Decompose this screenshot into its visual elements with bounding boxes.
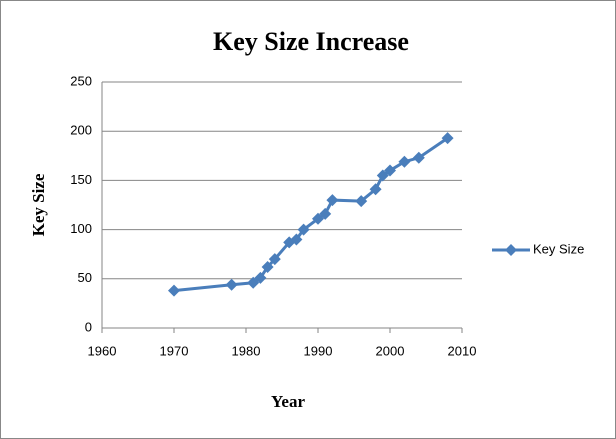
data-point <box>168 284 180 297</box>
x-tick-label: 2010 <box>448 343 477 358</box>
data-point <box>225 278 238 291</box>
x-tick-label: 1990 <box>304 343 333 358</box>
y-tick-label: 200 <box>70 123 92 138</box>
x-tick-label: 1980 <box>232 343 261 358</box>
legend-label: Key Size <box>533 241 584 256</box>
data-point <box>384 164 396 177</box>
data-point <box>290 233 303 246</box>
data-point <box>369 183 382 196</box>
data-point <box>247 276 260 289</box>
x-tick-label: 1970 <box>160 343 189 358</box>
y-tick-label: 150 <box>70 172 92 187</box>
y-tick-label: 0 <box>85 319 92 334</box>
data-point <box>355 195 368 208</box>
y-axis-label: Key Size <box>29 173 48 236</box>
x-axis-label: Year <box>271 392 305 411</box>
data-point <box>297 223 310 236</box>
data-point <box>376 169 389 182</box>
data-point <box>268 253 281 266</box>
data-point <box>261 260 274 273</box>
y-tick-label: 50 <box>78 270 92 285</box>
data-point <box>254 271 267 284</box>
y-tick-label: 100 <box>70 221 92 236</box>
data-point <box>412 151 425 164</box>
x-tick-label: 2000 <box>376 343 405 358</box>
y-tick-label: 250 <box>70 73 92 88</box>
data-point <box>312 212 324 225</box>
data-point <box>326 194 339 207</box>
chart-title: Key Size Increase <box>213 27 409 56</box>
x-tick-label: 1960 <box>88 343 117 358</box>
data-point <box>441 132 454 145</box>
data-point <box>319 207 332 220</box>
legend-marker <box>505 244 517 256</box>
data-point <box>398 155 411 168</box>
